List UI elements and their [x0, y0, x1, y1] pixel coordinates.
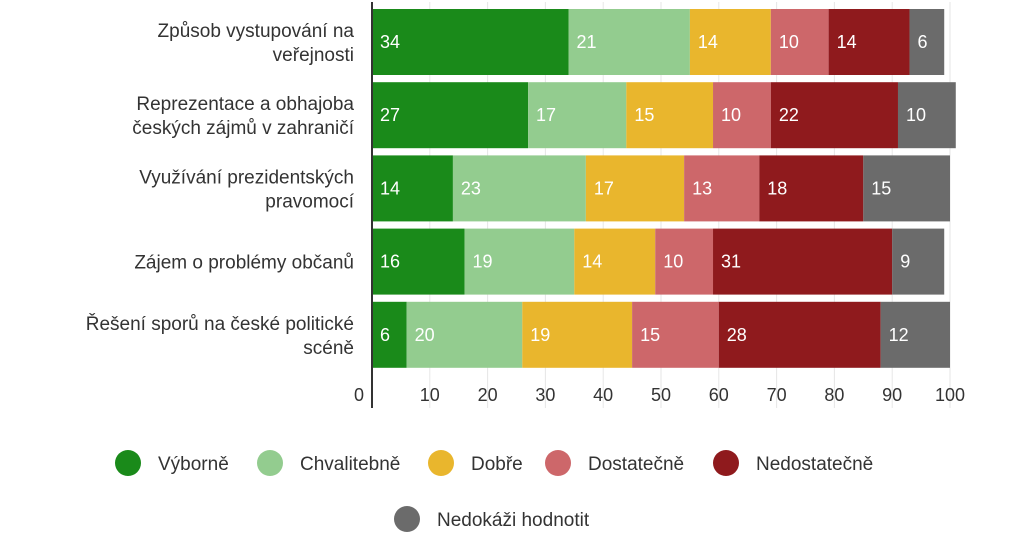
segment-label: 13 — [692, 178, 712, 198]
segment-label: 28 — [727, 325, 747, 345]
segment-label: 18 — [767, 178, 787, 198]
legend-label: Výborně — [158, 454, 229, 475]
bar-segment — [655, 228, 714, 295]
bar-segment — [406, 301, 523, 368]
segment-label: 19 — [530, 325, 550, 345]
bar-segment — [770, 9, 829, 75]
x-tick-label: 0 — [354, 385, 364, 405]
legend-swatch — [257, 450, 283, 476]
bar-segment — [452, 155, 586, 222]
bar-segment — [372, 155, 453, 222]
category-label: scéně — [303, 338, 354, 359]
bar-segment — [863, 155, 950, 222]
category-labels: Způsob vystupování na veřejnosti Reprezent… — [86, 21, 355, 359]
category-label: Řešení sporů na české politické — [86, 313, 354, 335]
category-label: Způsob vystupování na — [158, 21, 355, 42]
bar-segment — [464, 228, 575, 295]
legend-label: Nedostatečně — [756, 454, 873, 475]
legend-swatch — [713, 450, 739, 476]
x-tick-label: 20 — [478, 385, 498, 405]
segment-label: 14 — [698, 32, 718, 52]
segment-label: 21 — [577, 32, 597, 52]
category-label: Zájem o problémy občanů — [134, 253, 354, 274]
legend-swatch — [394, 506, 420, 532]
segment-label: 22 — [779, 105, 799, 125]
legend-label: Chvalitebně — [300, 454, 400, 475]
segment-label: 17 — [536, 105, 556, 125]
category-label: veřejnosti — [273, 45, 354, 66]
bar-segment — [372, 9, 569, 75]
x-tick-label: 70 — [767, 385, 787, 405]
legend-swatch — [115, 450, 141, 476]
category-label: Reprezentace a obhajoba — [136, 94, 354, 115]
x-tick-label: 80 — [824, 385, 844, 405]
bars — [372, 9, 956, 368]
bar-segment — [713, 228, 893, 295]
segment-label: 6 — [380, 325, 390, 345]
legend-label: Dostatečně — [588, 454, 684, 475]
segment-label: 15 — [640, 325, 660, 345]
bar-segment — [713, 82, 771, 149]
segment-label: 31 — [721, 252, 741, 272]
segment-label: 15 — [634, 105, 654, 125]
segment-label: 23 — [461, 178, 481, 198]
x-tick-label: 100 — [935, 385, 965, 405]
bar-segment — [568, 9, 690, 75]
category-label: pravomocí — [265, 191, 354, 212]
segment-label: 14 — [837, 32, 857, 52]
x-tick-label: 10 — [420, 385, 440, 405]
segment-label: 34 — [380, 32, 400, 52]
segment-label: 10 — [721, 105, 741, 125]
bar-segment — [880, 301, 950, 368]
x-tick-label: 50 — [651, 385, 671, 405]
segment-label: 17 — [594, 178, 614, 198]
segment-label: 15 — [871, 178, 891, 198]
x-tick-label: 40 — [593, 385, 613, 405]
bar-segment — [372, 228, 465, 295]
segment-label: 16 — [380, 252, 400, 272]
segment-label: 10 — [663, 252, 683, 272]
segment-label: 6 — [918, 32, 928, 52]
segment-label: 14 — [582, 252, 602, 272]
segment-label: 9 — [900, 252, 910, 272]
legend-swatch — [545, 450, 571, 476]
segment-label: 20 — [415, 325, 435, 345]
x-tick-label: 30 — [535, 385, 555, 405]
segment-label: 10 — [779, 32, 799, 52]
bar-segment — [522, 301, 633, 368]
bar-segment — [689, 9, 771, 75]
segment-label: 19 — [472, 252, 492, 272]
bar-segment — [892, 228, 945, 295]
bar-segment — [770, 82, 898, 149]
bar-segment — [632, 301, 719, 368]
bar-segment — [574, 228, 656, 295]
bar-segment — [718, 301, 881, 368]
bar-segment — [626, 82, 714, 149]
segment-label: 10 — [906, 105, 926, 125]
x-tick-label: 60 — [709, 385, 729, 405]
segment-label: 12 — [889, 325, 909, 345]
category-label: Využívání prezidentských — [139, 167, 354, 188]
bar-segment — [897, 82, 956, 149]
bar-segment — [759, 155, 864, 222]
bar-segment — [828, 9, 910, 75]
bar-segment — [372, 82, 529, 149]
x-axis-tick-labels: 0 10 20 30 40 50 60 70 80 90 100 — [354, 385, 965, 405]
legend-label: Nedokáži hodnotit — [437, 510, 590, 531]
legend-label: Dobře — [471, 454, 523, 475]
legend: Výborně Chvalitebně Dobře Dostatečně Nedosta… — [115, 450, 873, 532]
bar-segment — [585, 155, 685, 222]
legend-swatch — [428, 450, 454, 476]
bar-segment — [528, 82, 627, 149]
bar-segment — [372, 301, 407, 368]
bar-segment — [684, 155, 760, 222]
segment-label: 14 — [380, 178, 400, 198]
category-label: českých zájmů v zahraničí — [132, 118, 354, 139]
bar-segment — [909, 9, 945, 75]
segment-label: 27 — [380, 105, 400, 125]
segment-labels: 34 21 14 10 14 6 27 17 15 10 22 10 14 23 17 13 18 15 16 19 1… — [380, 32, 928, 345]
x-tick-label: 90 — [882, 385, 902, 405]
